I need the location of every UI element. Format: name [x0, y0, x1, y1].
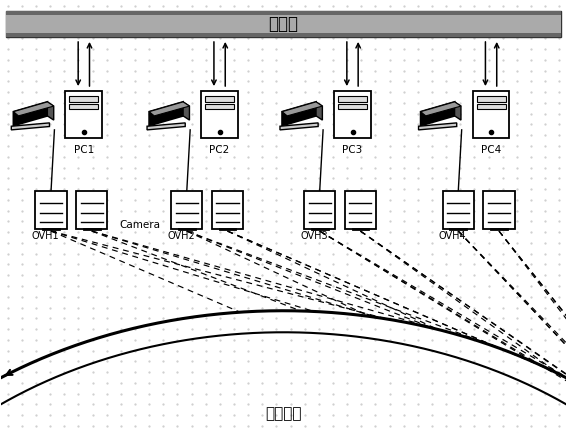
Text: OVH3: OVH3: [301, 231, 328, 241]
Polygon shape: [149, 102, 183, 126]
Bar: [484, 191, 514, 229]
Polygon shape: [48, 102, 54, 120]
Bar: [205, 96, 234, 102]
Text: PC4: PC4: [481, 145, 501, 155]
Bar: [334, 91, 371, 139]
Bar: [477, 104, 506, 109]
Polygon shape: [14, 102, 48, 126]
Polygon shape: [11, 123, 49, 130]
Text: PC1: PC1: [74, 145, 94, 155]
Bar: [76, 191, 107, 229]
Bar: [443, 191, 474, 229]
Bar: [6, 33, 561, 37]
Bar: [6, 14, 561, 35]
Polygon shape: [282, 102, 323, 116]
Text: 局域网: 局域网: [269, 16, 298, 33]
Polygon shape: [316, 102, 323, 120]
Bar: [6, 12, 561, 15]
Text: 投影屏幕: 投影屏幕: [265, 407, 302, 422]
Polygon shape: [421, 102, 461, 116]
Bar: [205, 104, 234, 109]
Polygon shape: [418, 123, 456, 130]
Bar: [477, 96, 506, 102]
Polygon shape: [282, 102, 316, 126]
Polygon shape: [14, 102, 54, 116]
Bar: [338, 96, 367, 102]
Polygon shape: [147, 123, 185, 130]
Bar: [69, 96, 98, 102]
Bar: [345, 191, 376, 229]
Bar: [36, 191, 66, 229]
Bar: [69, 104, 98, 109]
Bar: [65, 91, 102, 139]
Polygon shape: [421, 102, 455, 126]
Polygon shape: [280, 123, 318, 130]
Bar: [171, 191, 202, 229]
Text: OVH1: OVH1: [32, 231, 59, 241]
Polygon shape: [455, 102, 461, 120]
Bar: [338, 104, 367, 109]
Text: OVH2: OVH2: [167, 231, 195, 241]
Bar: [473, 91, 510, 139]
Text: OVH4: OVH4: [439, 231, 467, 241]
Bar: [304, 191, 335, 229]
Bar: [201, 91, 238, 139]
Text: Camera: Camera: [119, 220, 160, 230]
Polygon shape: [149, 102, 189, 116]
Bar: [212, 191, 243, 229]
Bar: [6, 12, 561, 37]
Text: PC3: PC3: [342, 145, 363, 155]
Text: PC2: PC2: [209, 145, 230, 155]
Polygon shape: [183, 102, 189, 120]
